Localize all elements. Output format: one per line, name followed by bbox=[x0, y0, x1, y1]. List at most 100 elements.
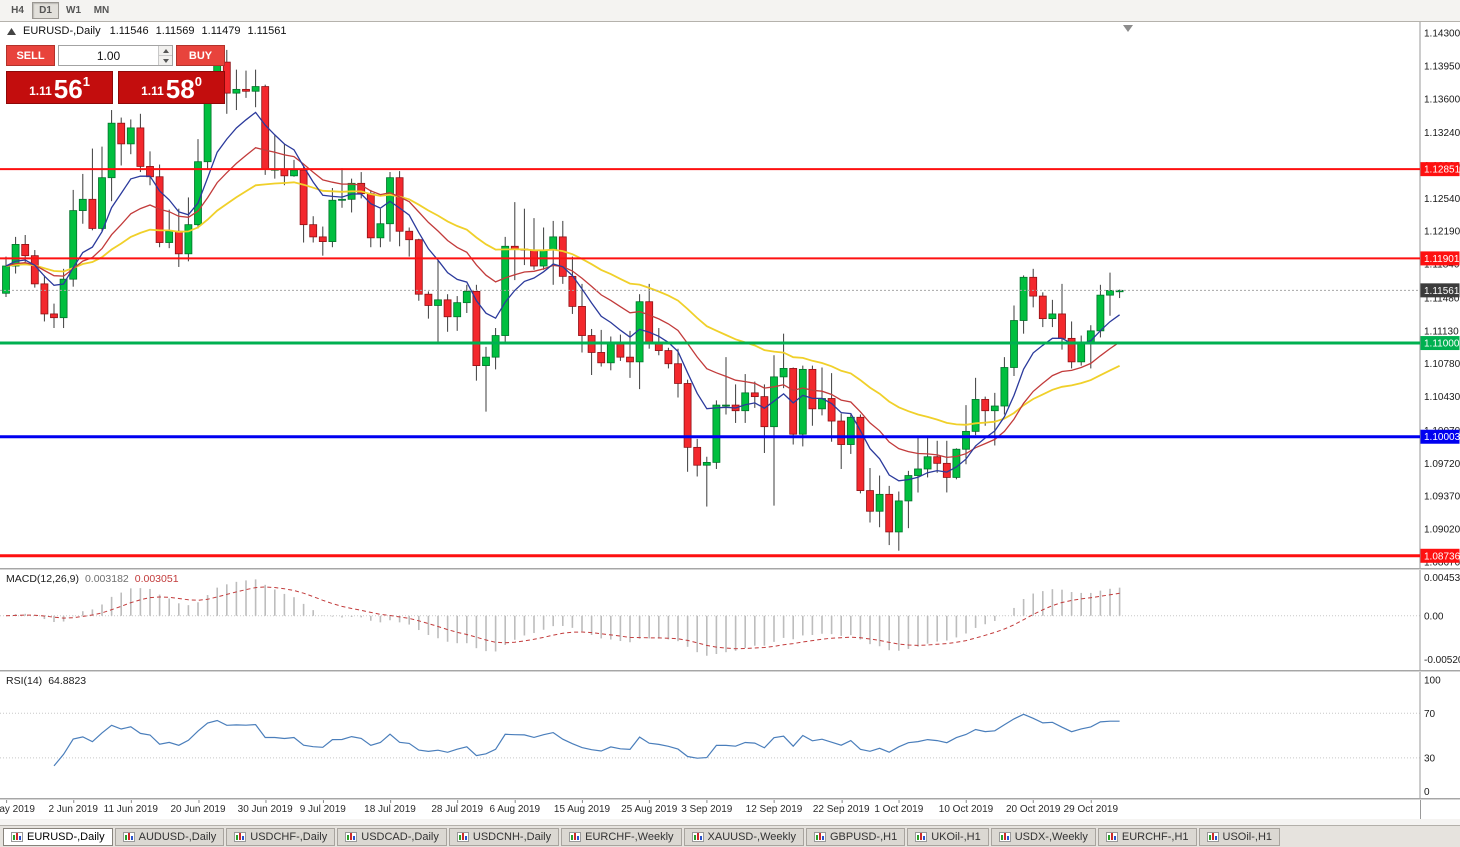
date-label: 10 Oct 2019 bbox=[938, 800, 994, 815]
macd-main-value: 0.003182 bbox=[84, 573, 129, 585]
sell-button[interactable]: SELL bbox=[6, 45, 55, 66]
svg-text:1.09720: 1.09720 bbox=[1424, 459, 1460, 470]
chart-tab-eurusd-daily[interactable]: EURUSD-,Daily bbox=[3, 827, 113, 846]
date-label: 20 Oct 2019 bbox=[1005, 800, 1061, 815]
chart-tab-xauusd-weekly[interactable]: XAUUSD-,Weekly bbox=[683, 827, 804, 846]
volume-input[interactable]: 1.00 bbox=[96, 48, 121, 63]
ohlc-low: 1.11479 bbox=[201, 25, 241, 37]
chart-tab-eurchf-h1[interactable]: EURCHF-,H1 bbox=[1097, 827, 1197, 846]
candle-body bbox=[146, 166, 154, 178]
panel-separator[interactable] bbox=[0, 670, 1460, 672]
candle-body bbox=[69, 210, 78, 280]
tab-label: GBPUSD-,H1 bbox=[829, 830, 898, 843]
buy-price-display[interactable]: 1.11 58 0 bbox=[118, 71, 225, 104]
candle-body bbox=[462, 290, 471, 304]
sell-price-pips: 56 bbox=[53, 73, 83, 104]
one-click-toggle-icon[interactable] bbox=[7, 27, 16, 35]
chart-tab-gbpusd-h1[interactable]: GBPUSD-,H1 bbox=[805, 827, 906, 846]
candle-body bbox=[1019, 276, 1028, 321]
candle-body bbox=[232, 88, 241, 94]
buy-button[interactable]: BUY bbox=[176, 45, 225, 66]
svg-text:1.09020: 1.09020 bbox=[1424, 525, 1460, 536]
macd-panel: 0.004536 0.00 -0.005205 MACD(12,26,9) 0.003… bbox=[0, 570, 1460, 670]
rsi-panel: 100 70 30 0 RSI(14) 64.8823 bbox=[0, 672, 1460, 798]
chart-tab-usdcnh-daily[interactable]: USDCNH-,Daily bbox=[448, 827, 560, 846]
chart-tab-eurchf-weekly[interactable]: EURCHF-,Weekly bbox=[561, 827, 682, 846]
candle-body bbox=[712, 404, 721, 463]
mini-chart-icon bbox=[122, 831, 135, 842]
candle-body bbox=[664, 350, 673, 365]
candle-body bbox=[1058, 313, 1066, 339]
candle-body bbox=[165, 230, 174, 243]
svg-text:0: 0 bbox=[1424, 787, 1430, 798]
candle-body bbox=[434, 299, 442, 306]
mini-chart-icon bbox=[1105, 831, 1118, 842]
candle-body bbox=[578, 306, 586, 336]
timeframe-button-d1[interactable]: D1 bbox=[32, 2, 59, 19]
svg-text:1.08736: 1.08736 bbox=[1424, 551, 1460, 562]
candle-body bbox=[107, 122, 116, 179]
candle-body bbox=[482, 356, 490, 367]
sell-price-display[interactable]: 1.11 56 1 bbox=[6, 71, 113, 104]
date-label: 9 Jul 2019 bbox=[299, 800, 346, 815]
chart-tab-ukoil-h1[interactable]: UKOil-,H1 bbox=[907, 827, 989, 846]
panel-separator[interactable] bbox=[0, 568, 1460, 570]
price-level-badge bbox=[1420, 548, 1460, 563]
caret-up-icon bbox=[162, 48, 169, 53]
candle-body bbox=[50, 313, 58, 319]
chart-tab-usoil-h1[interactable]: USOil-,H1 bbox=[1198, 827, 1281, 846]
candle-body bbox=[11, 244, 20, 267]
candle-body bbox=[405, 230, 414, 241]
candle-body bbox=[472, 290, 481, 367]
macd-signal-value: 0.003051 bbox=[134, 573, 179, 585]
rsi-canvas[interactable]: 100 70 30 0 bbox=[0, 672, 1460, 798]
candle-body bbox=[21, 244, 30, 257]
candle-body bbox=[1115, 289, 1124, 293]
rsi-value: 64.8823 bbox=[48, 675, 87, 687]
volume-up-button[interactable] bbox=[159, 46, 172, 55]
candle-body bbox=[683, 383, 692, 448]
chart-shift-marker[interactable] bbox=[1123, 25, 1133, 32]
rsi-name: RSI(14) bbox=[6, 675, 43, 687]
date-label: 18 Jul 2019 bbox=[364, 800, 416, 815]
timeframe-button-w1[interactable]: W1 bbox=[66, 5, 81, 16]
candle-body bbox=[971, 399, 980, 432]
candle-body bbox=[290, 169, 298, 177]
candle-body bbox=[549, 236, 558, 251]
caret-down-icon bbox=[162, 58, 169, 63]
timeframe-button-mn[interactable]: MN bbox=[93, 5, 110, 16]
candle-body bbox=[414, 239, 423, 295]
candle-body bbox=[251, 86, 260, 92]
price-level-badge bbox=[1420, 162, 1460, 177]
candle-body bbox=[798, 368, 807, 435]
candle-body bbox=[59, 278, 68, 319]
panel-separator[interactable] bbox=[0, 798, 1460, 800]
svg-text:1.10780: 1.10780 bbox=[1424, 359, 1460, 370]
main-chart-canvas[interactable]: 1.143001.139501.136001.132401.128901.125… bbox=[0, 22, 1460, 568]
candle-body bbox=[395, 177, 404, 232]
tab-label: EURCHF-,Weekly bbox=[585, 830, 674, 843]
ma-slow-line bbox=[5, 181, 1120, 426]
macd-canvas[interactable]: 0.004536 0.00 -0.005205 bbox=[0, 570, 1460, 670]
volume-box: 1.00 bbox=[58, 45, 173, 66]
timeframe-button-h4[interactable]: H4 bbox=[11, 5, 24, 16]
candle-body bbox=[443, 299, 452, 318]
date-label: 23 May 2019 bbox=[0, 800, 35, 815]
candle-body bbox=[78, 198, 87, 211]
chart-tab-audusd-daily[interactable]: AUDUSD-,Daily bbox=[114, 827, 225, 846]
candle-body bbox=[501, 245, 510, 336]
date-label: 15 Aug 2019 bbox=[553, 800, 611, 815]
mini-chart-icon bbox=[569, 831, 582, 842]
volume-down-button[interactable] bbox=[159, 55, 172, 65]
timeframe-buttons: H4 D1 W1 MN bbox=[4, 2, 115, 19]
candle-body bbox=[923, 456, 932, 470]
svg-text:1.11480: 1.11480 bbox=[1424, 293, 1460, 304]
chart-tab-usdchf-daily[interactable]: USDCHF-,Daily bbox=[226, 827, 336, 846]
chart-tab-usdx-weekly[interactable]: USDX-,Weekly bbox=[990, 827, 1096, 846]
date-label: 11 Jun 2019 bbox=[103, 800, 158, 815]
candle-body bbox=[990, 405, 999, 412]
chart-tab-usdcad-daily[interactable]: USDCAD-,Daily bbox=[337, 827, 447, 846]
current-price-badge bbox=[1420, 283, 1460, 298]
date-label: 22 Sep 2019 bbox=[812, 800, 870, 815]
date-axis[interactable]: 23 May 2019 2 Jun 2019 11 Jun 2019 20 Jun 2… bbox=[0, 800, 1460, 819]
